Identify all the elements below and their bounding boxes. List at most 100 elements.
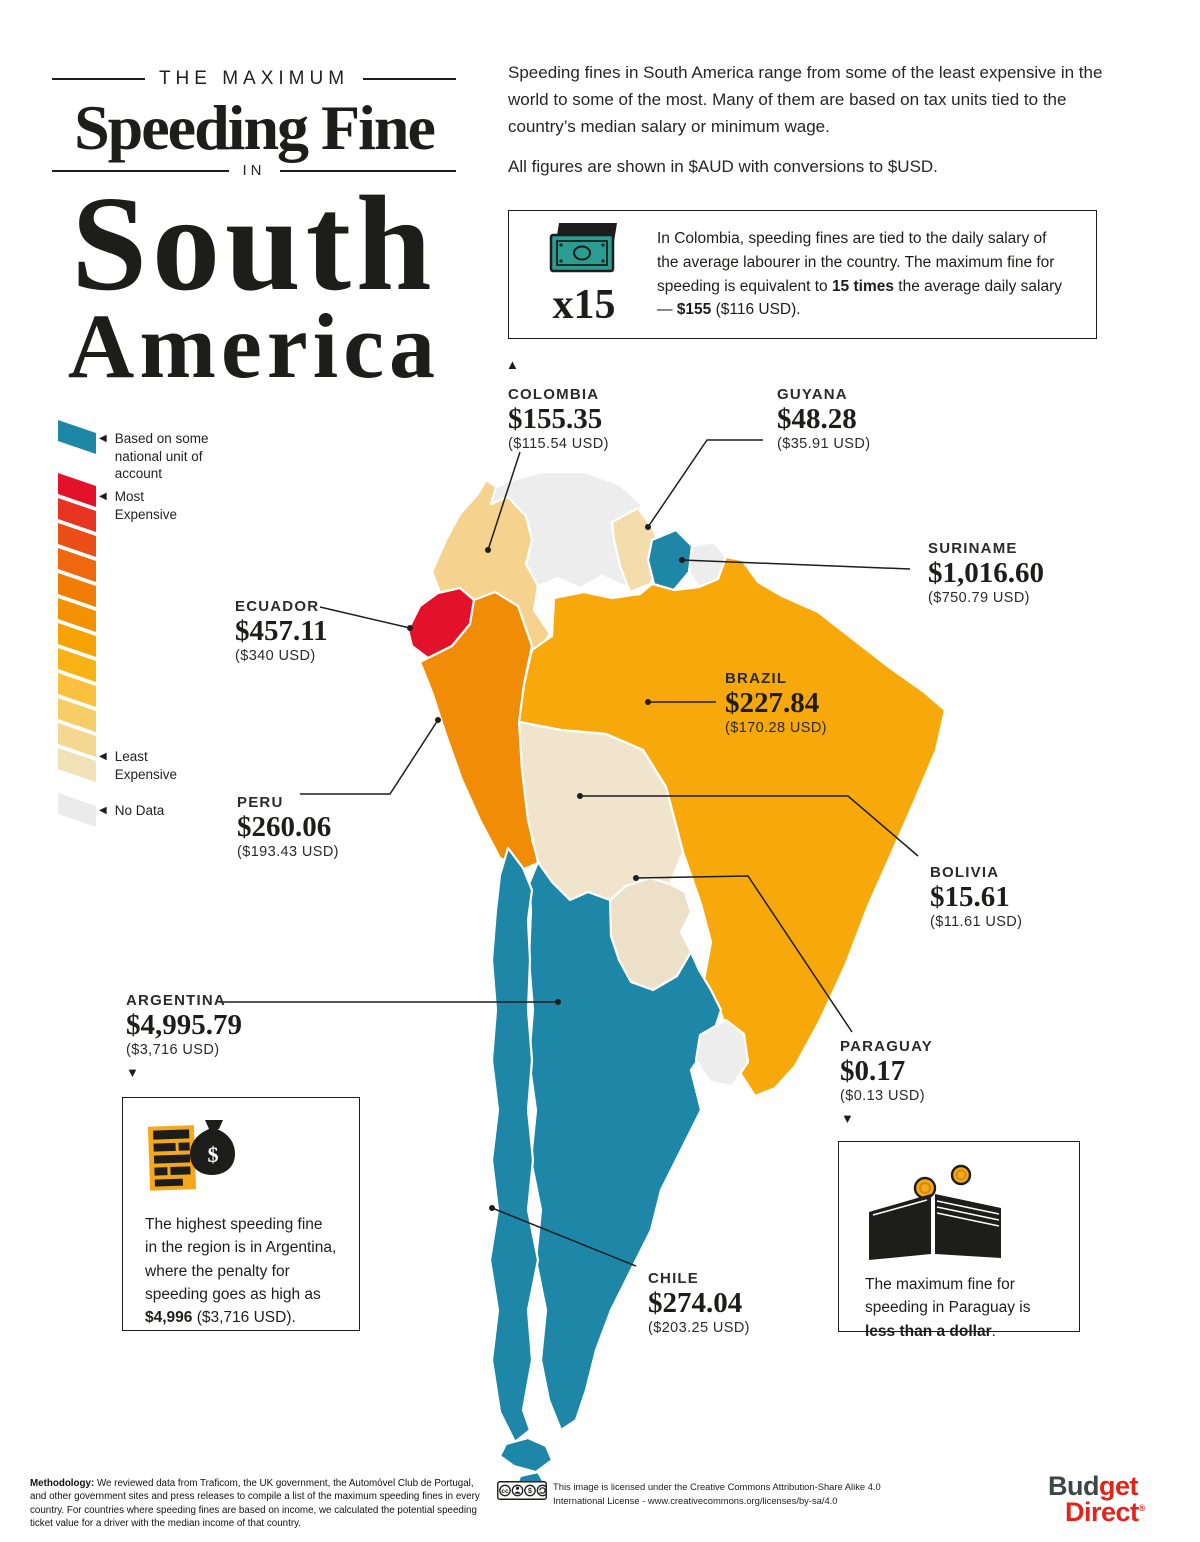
country-label-peru: PERU $260.06 ($193.43 USD) — [237, 794, 339, 860]
text-part: The highest speeding fine in the region … — [145, 1216, 337, 1303]
legend-swatch-6 — [58, 598, 96, 632]
legend-swatch-9 — [58, 673, 96, 707]
country-label-argentina: ARGENTINA $4,995.79 ($3,716 USD) — [126, 992, 242, 1058]
intro-text: Speeding fines in South America range fr… — [508, 60, 1114, 193]
title-kicker: THE MAXIMUM — [158, 68, 350, 89]
text-part: ($116 USD). — [711, 301, 801, 319]
legend-swatch-2 — [58, 498, 96, 532]
country-fine-usd: ($203.25 USD) — [648, 1320, 750, 1337]
legend-swatch-3 — [58, 523, 96, 557]
text-part-bold: $155 — [676, 301, 712, 319]
legend-swatch-12 — [58, 748, 96, 782]
logo-part: Direct — [1065, 1496, 1139, 1527]
connector-suriname — [681, 559, 911, 570]
country-name: ARGENTINA — [126, 992, 226, 1009]
country-name: SURINAME — [928, 540, 1018, 557]
legend-swatch-5 — [58, 573, 96, 607]
text-part-bold: less than a dollar — [865, 1322, 992, 1340]
connector-colombia — [487, 451, 521, 551]
cc-license-badge: cc $ — [497, 1481, 549, 1505]
paraguay-callout-text: The maximum fine for speeding in Paragua… — [865, 1273, 1053, 1343]
rule-line — [52, 169, 229, 172]
text-part: In Colombia, speeding fines are tied to … — [657, 230, 1055, 295]
country-name: ECUADOR — [235, 598, 320, 615]
legend-nodata-label: ◀ No Data — [99, 802, 209, 820]
country-fine-usd: ($11.61 USD) — [930, 914, 1023, 931]
map-region-uruguay — [694, 1018, 750, 1088]
connector-bolivia — [580, 795, 919, 857]
title-block: THE MAXIMUM Speeding Fine IN South Ameri… — [52, 68, 457, 398]
country-name: COLOMBIA — [508, 386, 600, 403]
connector-guyana — [647, 439, 763, 528]
legend-swatch-11 — [58, 723, 96, 757]
license-line-1: This image is licensed under the Creativ… — [553, 1481, 881, 1492]
country-label-suriname: SURINAME $1,016.60 ($750.79 USD) — [928, 540, 1044, 606]
country-label-chile: CHILE $274.04 ($203.25 USD) — [648, 1270, 750, 1336]
country-label-ecuador: ECUADOR $457.11 ($340 USD) — [235, 598, 328, 664]
methodology-text: Methodology: We reviewed data from Trafi… — [30, 1477, 480, 1531]
legend-arrow-icon: ◀ — [99, 751, 107, 762]
country-fine-usd: ($3,716 USD) — [126, 1042, 220, 1059]
country-fine-aud: $15.61 — [930, 881, 1010, 913]
title-kicker-row: THE MAXIMUM — [52, 68, 457, 90]
legend-swatches — [58, 420, 96, 827]
text-part: . — [991, 1322, 996, 1340]
logo-part: Bud — [1048, 1471, 1099, 1501]
text-part: the average daily salary — — [657, 277, 1062, 319]
connector-ecuador — [319, 606, 411, 629]
banknote-icon — [549, 223, 617, 273]
rule-line — [52, 78, 145, 80]
legend-swatch-4 — [58, 548, 96, 582]
country-fine-aud: $0.17 — [840, 1055, 906, 1087]
multiplier-label: x15 — [552, 282, 616, 328]
connector-peru — [300, 719, 439, 795]
logo-part: get — [1098, 1471, 1139, 1501]
title-in-row: IN — [52, 162, 456, 179]
text-part-bold: 15 times — [831, 277, 894, 295]
connector-dots — [407, 524, 685, 1211]
svg-text:$: $ — [208, 1142, 219, 1167]
svg-text:cc: cc — [501, 1488, 509, 1495]
legend-swatch-7 — [58, 623, 96, 657]
country-name: PERU — [237, 794, 284, 811]
legend-most-label: ◀ Most Expensive — [99, 488, 209, 523]
legend-swatch-10 — [58, 698, 96, 732]
rule-line — [279, 169, 456, 172]
legend-arrow-icon: ◀ — [99, 433, 107, 444]
country-fine-aud: $48.28 — [777, 403, 857, 435]
methodology-body: We reviewed data from Traficom, the UK g… — [30, 1477, 480, 1530]
intro-paragraph-2: All figures are shown in $AUD with conve… — [508, 156, 938, 176]
legend-label-text: No Data — [114, 803, 165, 818]
svg-text:$: $ — [528, 1488, 532, 1495]
argentina-callout-text: The highest speeding fine in the region … — [145, 1213, 337, 1329]
pointer-up-icon: ▲ — [506, 357, 519, 372]
legend-unit-label: ◀ Based on some national unit of account — [99, 430, 229, 483]
map-region-tierra-del-fuego — [498, 1436, 554, 1474]
legend-swatch-1 — [58, 473, 96, 507]
pointer-down-icon: ▼ — [126, 1065, 139, 1080]
methodology-label: Methodology: — [30, 1477, 95, 1489]
country-fine-usd: ($170.28 USD) — [725, 720, 827, 737]
title-america: America — [67, 295, 441, 398]
country-name: BRAZIL — [725, 670, 788, 687]
country-fine-aud: $4,995.79 — [126, 1009, 242, 1041]
map-regions — [406, 470, 947, 1496]
map-region-chile — [488, 846, 540, 1444]
country-fine-aud: $457.11 — [235, 615, 328, 647]
text-part: The maximum fine for speeding in Paragua… — [865, 1276, 1031, 1317]
colombia-callout-text: In Colombia, speeding fines are tied to … — [657, 227, 1072, 321]
country-label-brazil: BRAZIL $227.84 ($170.28 USD) — [725, 670, 827, 736]
country-name: GUYANA — [777, 386, 848, 403]
creative-commons-icons: cc $ — [497, 1481, 549, 1500]
connector-chile — [491, 1207, 637, 1267]
map-region-argentina — [527, 860, 723, 1432]
legend-least-label: ◀ Least Expensive — [99, 748, 209, 783]
title-in: IN — [242, 162, 266, 179]
country-fine-usd: ($0.13 USD) — [840, 1088, 925, 1105]
text-part-bold: $4,996 — [145, 1309, 193, 1326]
title-speeding-fine: Speeding Fine — [74, 92, 436, 163]
text-part: ($3,716 USD). — [192, 1309, 296, 1326]
legend-swatch-8 — [58, 648, 96, 682]
pointer-down-icon: ▼ — [841, 1111, 854, 1126]
